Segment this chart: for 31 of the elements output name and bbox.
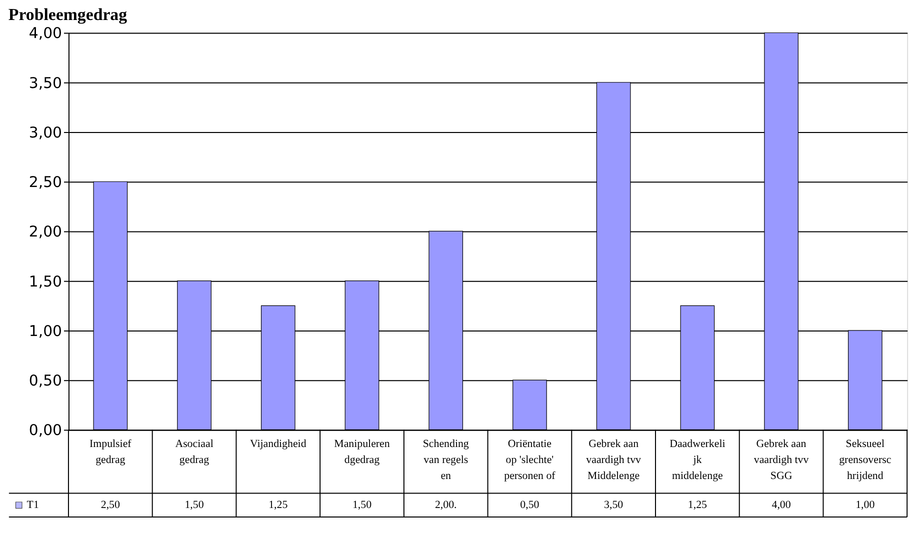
data-label: 3,50 <box>604 499 624 512</box>
data-label: 2,00. <box>434 499 457 512</box>
y-tick-label: 0,50 <box>28 372 62 390</box>
data-label: 1,00 <box>856 499 876 512</box>
data-label: 1,25 <box>268 499 288 512</box>
y-tick-label: 4,00 <box>28 24 62 42</box>
y-tick-label: 1,50 <box>28 272 62 290</box>
data-label: 2,50 <box>100 499 120 512</box>
x-tick-label: Gebrek aan vaardigh tvv SGG <box>754 438 810 482</box>
x-tick-label: Seksueel grensoversc hrijdend <box>839 438 892 482</box>
x-tick-label: Gebrek aan vaardigh tvv Middelenge <box>586 438 642 482</box>
legend-label: T1 <box>26 499 39 512</box>
data-label: 1,50 <box>184 499 204 512</box>
data-label: 0,50 <box>520 499 540 512</box>
data-label: 1,50 <box>352 499 372 512</box>
y-tick-label: 0,00 <box>28 421 62 440</box>
y-tick-label: 3,50 <box>28 74 62 92</box>
x-tick-label: Schending van regels en <box>422 438 470 482</box>
y-tick-label: 1,00 <box>28 322 62 340</box>
x-tick-label: Impulsief gedrag <box>90 438 132 466</box>
x-tick-label: Vijandigheid <box>250 438 307 450</box>
chart-title: Probleemgedrag <box>8 4 128 24</box>
data-label: 4,00 <box>772 499 792 512</box>
x-tick-label: Manipuleren dgedrag <box>334 438 390 466</box>
y-tick-label: 3,00 <box>28 123 62 142</box>
x-tick-label: Daadwerkeli jk middelenge <box>670 438 726 482</box>
data-label: 1,25 <box>688 499 708 512</box>
x-tick-label: Oriëntatie op 'slechte' personen of <box>504 438 556 482</box>
y-tick-label: 2,50 <box>28 173 62 192</box>
y-tick-label: 2,00 <box>28 222 62 241</box>
x-tick-label: Asociaal gedrag <box>175 438 214 466</box>
